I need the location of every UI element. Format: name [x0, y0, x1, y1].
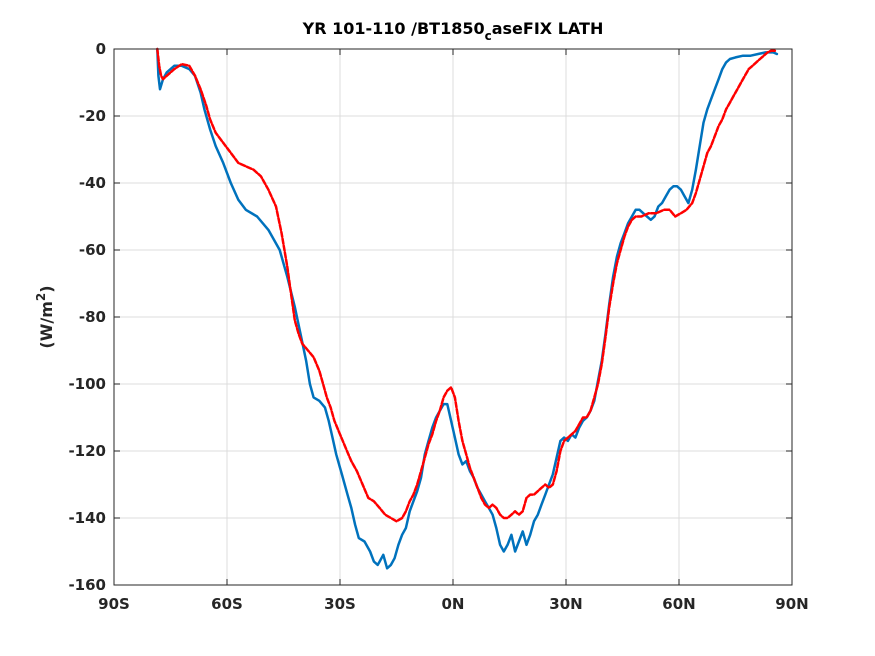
y-tick-label: -160 [68, 576, 106, 594]
y-tick-label: -120 [68, 442, 106, 460]
x-tick-labels: 90S 60S 30S 0N 30N 60N 90N [98, 595, 809, 613]
y-axis-label-superscript: 2 [34, 293, 48, 301]
y-tick-label: -80 [79, 308, 106, 326]
y-tick-label: -20 [79, 107, 106, 125]
ticks [113, 48, 793, 586]
y-tick-labels: 0 -20 -40 -60 -80 -100 -120 -140 -160 [68, 40, 106, 594]
chart-title-subscript: c [485, 29, 492, 43]
chart-title-rest: aseFIX LATH [492, 19, 604, 38]
x-tick-label: 60N [662, 595, 695, 613]
y-tick-label: -40 [79, 174, 106, 192]
series-line-1 [156, 47, 779, 570]
y-tick-label: -140 [68, 509, 106, 527]
x-tick-label: 60S [211, 595, 243, 613]
series-line-2 [156, 47, 777, 523]
y-axis-label: (W/m2) [34, 285, 56, 348]
y-axis-label-end: ) [37, 285, 56, 292]
x-tick-label: 90N [775, 595, 808, 613]
chart-title-main: YR 101-110 /BT1850 [302, 19, 485, 38]
x-tick-label: 90S [98, 595, 130, 613]
x-tick-label: 0N [442, 595, 465, 613]
y-tick-label: -100 [68, 375, 106, 393]
chart-title: YR 101-110 /BT1850caseFIX LATH [302, 19, 604, 43]
x-tick-label: 30N [549, 595, 582, 613]
y-tick-label: -60 [79, 241, 106, 259]
y-tick-label: 0 [96, 40, 106, 58]
x-tick-label: 30S [324, 595, 356, 613]
y-axis-label-main: (W/m [37, 301, 56, 348]
series-layer [156, 47, 779, 570]
